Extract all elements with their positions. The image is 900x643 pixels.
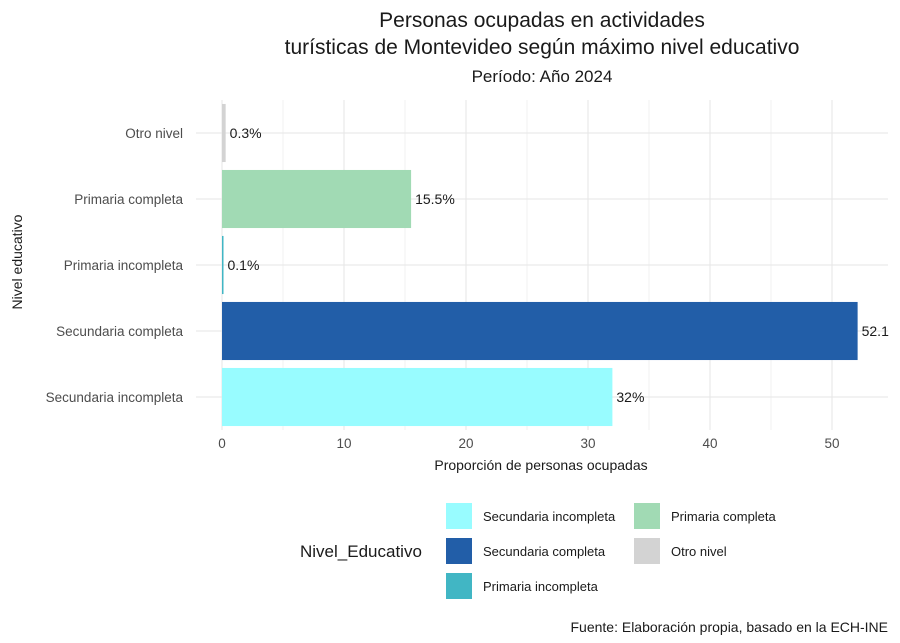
y-tick-labels: Otro nivel Primaria completa Primaria inco… — [46, 126, 184, 405]
x-tick-labels: 0 10 20 30 40 50 — [218, 436, 839, 451]
y-tick-label: Primaria incompleta — [64, 258, 184, 273]
chart-subtitle: Período: Año 2024 — [472, 67, 613, 86]
x-tick-label: 10 — [336, 436, 351, 451]
x-tick-label: 30 — [580, 436, 595, 451]
bar — [222, 301, 858, 361]
x-tick-label: 50 — [824, 436, 839, 451]
y-tick-label: Secundaria completa — [56, 324, 183, 339]
bar-data-label: 0.1% — [228, 257, 260, 273]
bar-data-label: 0.3% — [230, 125, 262, 141]
x-tick-label: 0 — [218, 436, 226, 451]
y-tick-label: Secundaria incompleta — [46, 390, 184, 405]
y-tick-label: Primaria completa — [74, 192, 183, 207]
bar — [222, 103, 226, 163]
y-axis-title: Nivel educativo — [9, 214, 25, 309]
chart-title-line-1: Personas ocupadas en actividades — [379, 9, 705, 32]
bar-data-label: 15.5% — [415, 191, 455, 207]
x-tick-label: 40 — [702, 436, 717, 451]
chart-caption: Fuente: Elaboración propia, basado en la… — [570, 619, 888, 635]
legend-title: Nivel_Educativo — [300, 542, 422, 561]
bar — [222, 169, 412, 229]
legend-label: Primaria completa — [671, 509, 777, 524]
chart-title-line-2: turísticas de Montevideo según máximo ni… — [285, 36, 800, 59]
bar-data-label: 52.1 — [862, 323, 889, 339]
legend-key — [446, 573, 472, 599]
legend-key — [446, 503, 472, 529]
bar — [222, 367, 613, 427]
bars — [222, 103, 858, 427]
legend-label: Secundaria completa — [483, 544, 606, 559]
bar — [222, 235, 224, 295]
y-tick-label: Otro nivel — [125, 126, 183, 141]
x-axis-title: Proporción de personas ocupadas — [434, 457, 647, 473]
legend-key — [634, 538, 660, 564]
legend-label: Otro nivel — [671, 544, 727, 559]
x-tick-label: 20 — [458, 436, 473, 451]
legend-key — [446, 538, 472, 564]
legend-key — [634, 503, 660, 529]
legend: Secundaria incompleta Secundaria completa… — [446, 503, 777, 599]
legend-label: Primaria incompleta — [483, 579, 599, 594]
legend-label: Secundaria incompleta — [483, 509, 616, 524]
bar-labels: 0.3% 15.5% 0.1% 52.1 32% — [228, 125, 890, 405]
bar-data-label: 32% — [616, 389, 644, 405]
